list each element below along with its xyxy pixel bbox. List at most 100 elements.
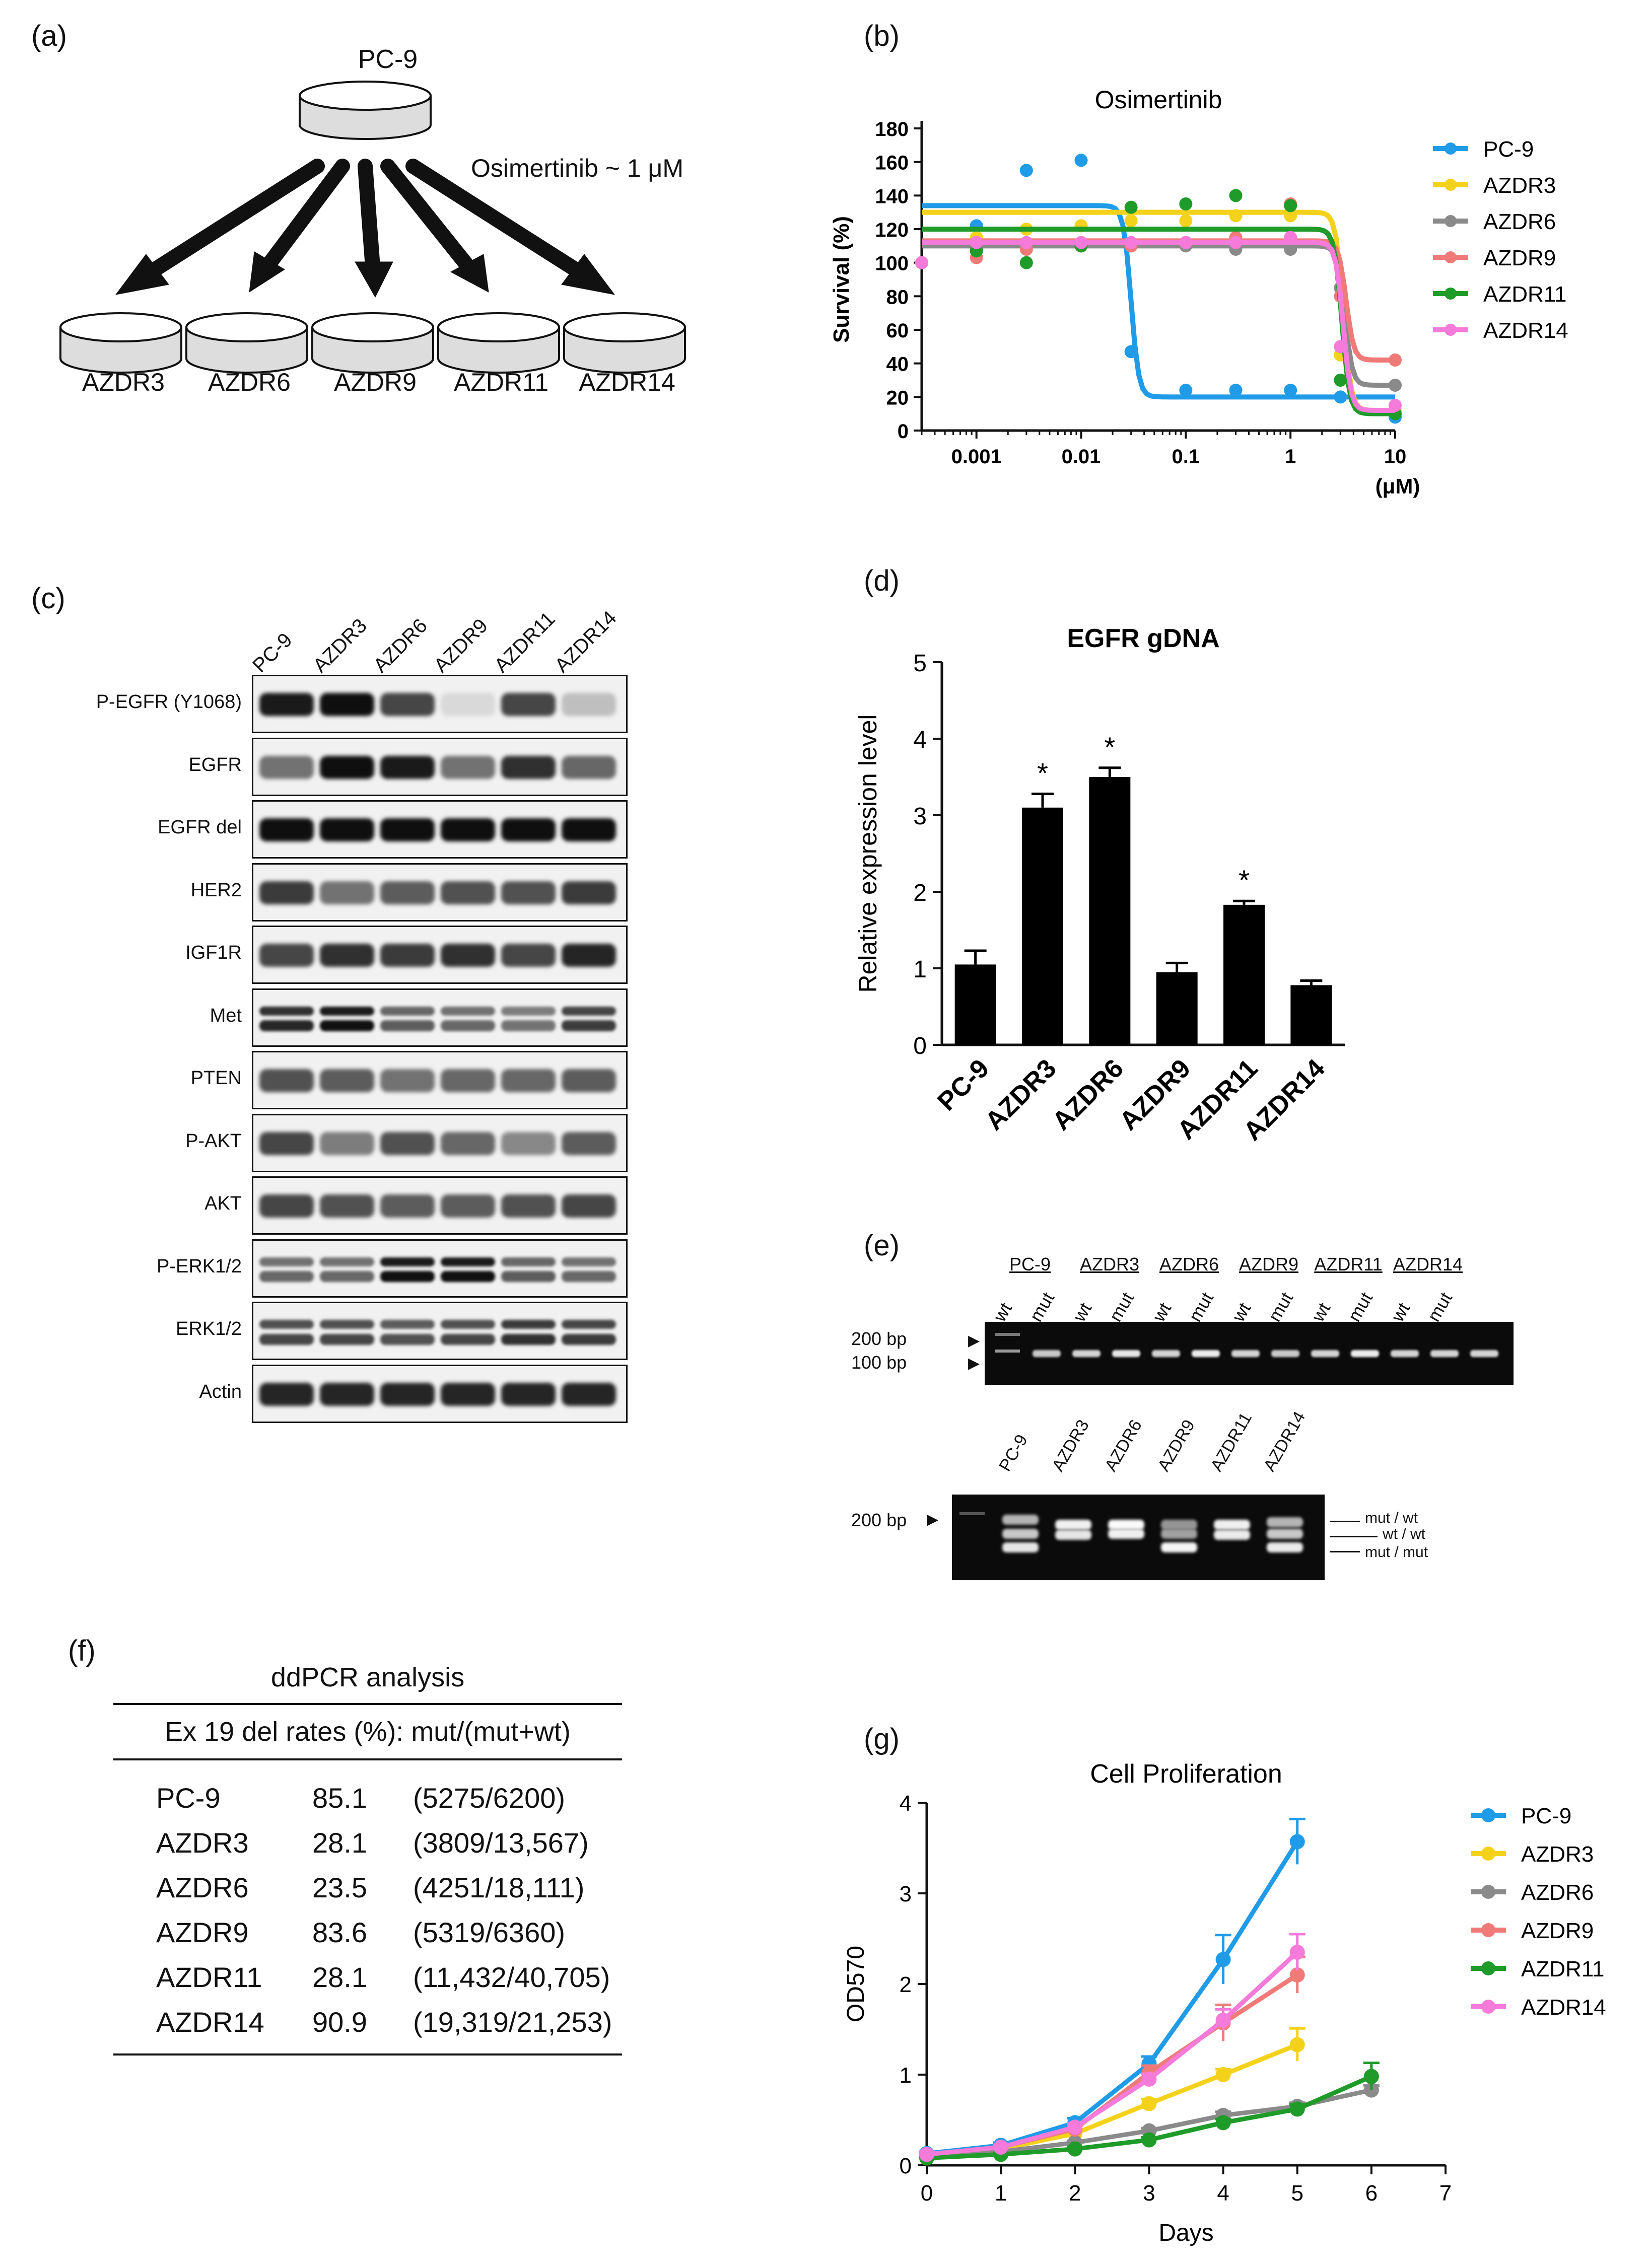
- band: [441, 755, 495, 779]
- legend-label: AZDR9: [1521, 1919, 1594, 1943]
- band: [501, 1333, 556, 1345]
- y-tick-label: 100: [875, 253, 909, 275]
- y-axis-label: Relative expression level: [854, 714, 882, 993]
- data-point: [915, 256, 928, 269]
- ddpcr-table: PC-9 85.1 (5275/6200) AZDR3 28.1 (3809/13,567…: [113, 1776, 622, 2044]
- gel-band: [1192, 1350, 1220, 1357]
- gel2-image: [952, 1495, 1325, 1580]
- band: [562, 1006, 616, 1016]
- band: [259, 1131, 314, 1155]
- band: [501, 1020, 556, 1031]
- band: [320, 944, 374, 967]
- band: [259, 881, 314, 904]
- band: [259, 1271, 314, 1282]
- legend-label: PC-9: [1483, 137, 1534, 162]
- x-tick-label: 1: [995, 2181, 1007, 2206]
- y-tick-label: 0: [913, 1033, 927, 1059]
- x-axis-label: Days: [1158, 2220, 1213, 2246]
- blot-label: P-EGFR (Y1068): [96, 691, 242, 713]
- band: [441, 1069, 495, 1093]
- data-point: [1215, 2013, 1231, 2028]
- legend-label: AZDR14: [1521, 1995, 1606, 2020]
- y-tick-label: 4: [900, 1791, 912, 1816]
- gel2-band: [1108, 1520, 1144, 1530]
- child-label: AZDR6: [208, 368, 291, 396]
- band-annotation: wt / wt: [1383, 1526, 1426, 1542]
- marker-arrow: ▶: [968, 1332, 980, 1349]
- pcr-gels: PC-9 wt mut AZDR3 wt mut AZDR6 wt mut AZDR9 wt mut A…: [851, 1239, 1637, 1591]
- legend-marker: [1481, 2000, 1495, 2014]
- x-tick-label: 6: [1365, 2181, 1378, 2206]
- data-point: [1229, 189, 1243, 202]
- band: [259, 944, 314, 967]
- data-point: [1179, 214, 1193, 228]
- data-point: [1067, 2119, 1083, 2135]
- legend-label: AZDR6: [1483, 209, 1556, 234]
- y-tick-label: 1: [900, 2063, 912, 2088]
- y-tick-label: 20: [886, 387, 909, 409]
- legend-marker: [1445, 179, 1457, 191]
- bar-PC-9: [954, 964, 996, 1045]
- band: [380, 1333, 435, 1345]
- band: [441, 881, 495, 904]
- proliferation-chart: Cell Proliferation 0 1 2 3 4 0 1 2 3 4 5 6 7 Days OD570…: [843, 1759, 1606, 2246]
- band: [441, 1320, 495, 1329]
- band: [501, 1131, 556, 1155]
- band: [320, 1194, 374, 1218]
- panel-c-label: (c): [31, 582, 65, 615]
- x-tick-label: 3: [1143, 2181, 1155, 2206]
- blot-strip: [252, 1051, 628, 1109]
- marker-arrow: ▶: [927, 1511, 939, 1528]
- y-tick-label: 4: [913, 727, 927, 753]
- band: [562, 818, 616, 842]
- data-point: [1289, 1945, 1305, 1960]
- band: [501, 881, 556, 904]
- band: [501, 1257, 556, 1266]
- y-axis-label: Survival (%): [829, 216, 854, 343]
- data-point: [1289, 1834, 1305, 1850]
- y-axis-label: OD570: [843, 1946, 869, 2022]
- gel2-band: [1002, 1542, 1039, 1552]
- data-point: [1334, 374, 1347, 387]
- band-line: [1330, 1536, 1378, 1537]
- band: [501, 1320, 556, 1329]
- gel-band: [1033, 1350, 1061, 1357]
- gel-image: [985, 1322, 1514, 1385]
- y-tick-label: 2: [900, 1972, 912, 1997]
- gel-band: [1311, 1350, 1339, 1357]
- legend-marker: [1445, 251, 1457, 263]
- y-tick-label: 160: [875, 152, 909, 174]
- arrows: [115, 159, 615, 298]
- blot-strip: [252, 863, 628, 922]
- blot-label: Met: [210, 1005, 242, 1026]
- band: [380, 1069, 435, 1093]
- band: [380, 881, 435, 904]
- gel2-band: [1214, 1530, 1250, 1540]
- y-tick-label: 180: [875, 118, 909, 140]
- data-point: [1284, 384, 1297, 397]
- blot-strip: [252, 926, 628, 984]
- band-line: [1330, 1521, 1360, 1522]
- band: [380, 1006, 435, 1016]
- ddpcr-cell-ratio: (3809/13,567): [413, 1827, 589, 1859]
- data-point: [1124, 200, 1138, 214]
- x-tick-label: 0: [921, 2181, 933, 2206]
- band: [320, 1382, 374, 1406]
- panel-a-schematic: [59, 81, 686, 374]
- gel-band: [1112, 1350, 1140, 1357]
- band: [259, 1020, 314, 1031]
- blot-strip: [252, 1302, 628, 1360]
- x-tick-label: PC-9: [932, 1053, 995, 1116]
- bar-AZDR14: [1290, 985, 1332, 1045]
- x-tick-label: 10: [1384, 446, 1407, 468]
- data-point: [1141, 2132, 1157, 2148]
- y-tick-label: 2: [913, 880, 927, 906]
- gel-band: [1351, 1350, 1379, 1357]
- bar-AZDR3: [1022, 807, 1063, 1045]
- x-tick-label: 5: [1291, 2181, 1303, 2206]
- band: [320, 1006, 374, 1016]
- data-point: [1141, 2096, 1157, 2111]
- blot-strip: [252, 1176, 628, 1235]
- band: [320, 1257, 374, 1266]
- gel-band: [1391, 1350, 1419, 1357]
